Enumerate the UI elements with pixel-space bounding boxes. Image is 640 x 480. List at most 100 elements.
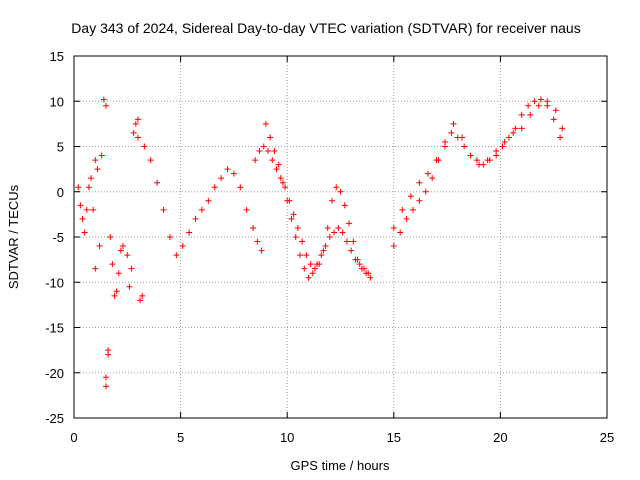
y-tick-label: 15 [50,49,64,64]
x-tick-label: 20 [493,430,507,445]
data-point [113,288,120,295]
data-point [299,238,306,245]
series-track-a [134,120,372,281]
x-tick-label: 25 [600,430,614,445]
data-point [535,102,542,109]
data-point [339,229,346,236]
data-point [137,297,144,304]
data-point [416,179,423,186]
data-point [390,224,397,231]
data-point [459,134,466,141]
data-point [429,175,436,182]
data-point [105,347,112,354]
data-point [433,157,440,164]
data-point [286,197,293,204]
chart-title: Day 343 of 2024, Sidereal Day-to-day VTE… [71,20,580,36]
data-point [258,247,265,254]
y-tick-label: -10 [45,275,64,290]
data-point [296,252,303,259]
data-point [518,125,525,132]
data-point [552,107,559,114]
data-point [322,243,329,250]
data-point [557,134,564,141]
data-point [484,157,491,164]
data-point [102,374,109,381]
data-point [450,120,457,127]
y-tick-label: -5 [52,230,64,245]
data-point [510,129,517,136]
data-point [309,270,316,277]
data-point [230,170,237,177]
data-point [320,247,327,254]
y-axis-label: SDTVAR / TECUs [6,184,21,289]
data-point [279,179,286,186]
data-point [318,252,325,259]
data-point [525,102,532,109]
data-point [256,148,263,155]
data-point [292,234,299,240]
data-point [277,175,284,182]
data-point [316,261,323,268]
data-point [237,184,244,191]
data-point [262,120,269,127]
data-point [75,184,82,191]
data-point [341,202,348,209]
data-point [218,175,225,182]
data-point [224,166,231,173]
data-point [467,152,474,159]
data-point [407,193,414,200]
data-point [79,215,86,222]
data-point [100,96,107,103]
data-point [499,143,506,150]
y-tick-label: -25 [45,411,64,426]
data-point [512,125,519,132]
data-point [273,166,280,173]
data-point [173,252,180,259]
data-point [77,202,84,209]
data-point [448,129,455,136]
data-point [288,215,295,222]
x-tick-label: 15 [387,430,401,445]
data-point [94,166,101,173]
data-point [311,265,318,272]
data-point [102,102,109,109]
data-point [307,261,314,268]
data-point [493,148,500,155]
y-tick-label: 5 [57,140,64,155]
data-point [328,197,335,204]
grid-lines [74,56,607,418]
y-tick-label: -15 [45,321,64,336]
series-track-d [390,98,566,231]
data-point [111,292,118,299]
data-point [198,206,205,213]
series-track-c [390,96,564,250]
data-point [192,215,199,222]
data-point [92,157,99,164]
data-point [356,261,363,268]
data-point [505,134,512,141]
data-point [98,152,105,159]
data-point [269,157,276,164]
data-point [141,143,148,150]
data-point [348,247,355,254]
data-point [367,274,374,281]
data-point [134,134,141,141]
data-point [324,224,331,231]
data-point [81,229,88,236]
y-tick-label: 0 [57,185,64,200]
data-point [260,143,267,150]
x-tick-label: 0 [70,430,77,445]
data-point [134,116,141,123]
data-point [537,96,544,103]
data-point [358,265,365,272]
data-point [254,238,261,245]
series-track-b [252,143,374,281]
data-point [267,134,274,141]
data-point [271,148,278,155]
y-tick-label: 10 [50,94,64,109]
data-point [337,188,344,195]
data-point [501,138,508,145]
data-point [303,252,310,259]
data-point [346,220,353,227]
data-point [559,125,566,132]
